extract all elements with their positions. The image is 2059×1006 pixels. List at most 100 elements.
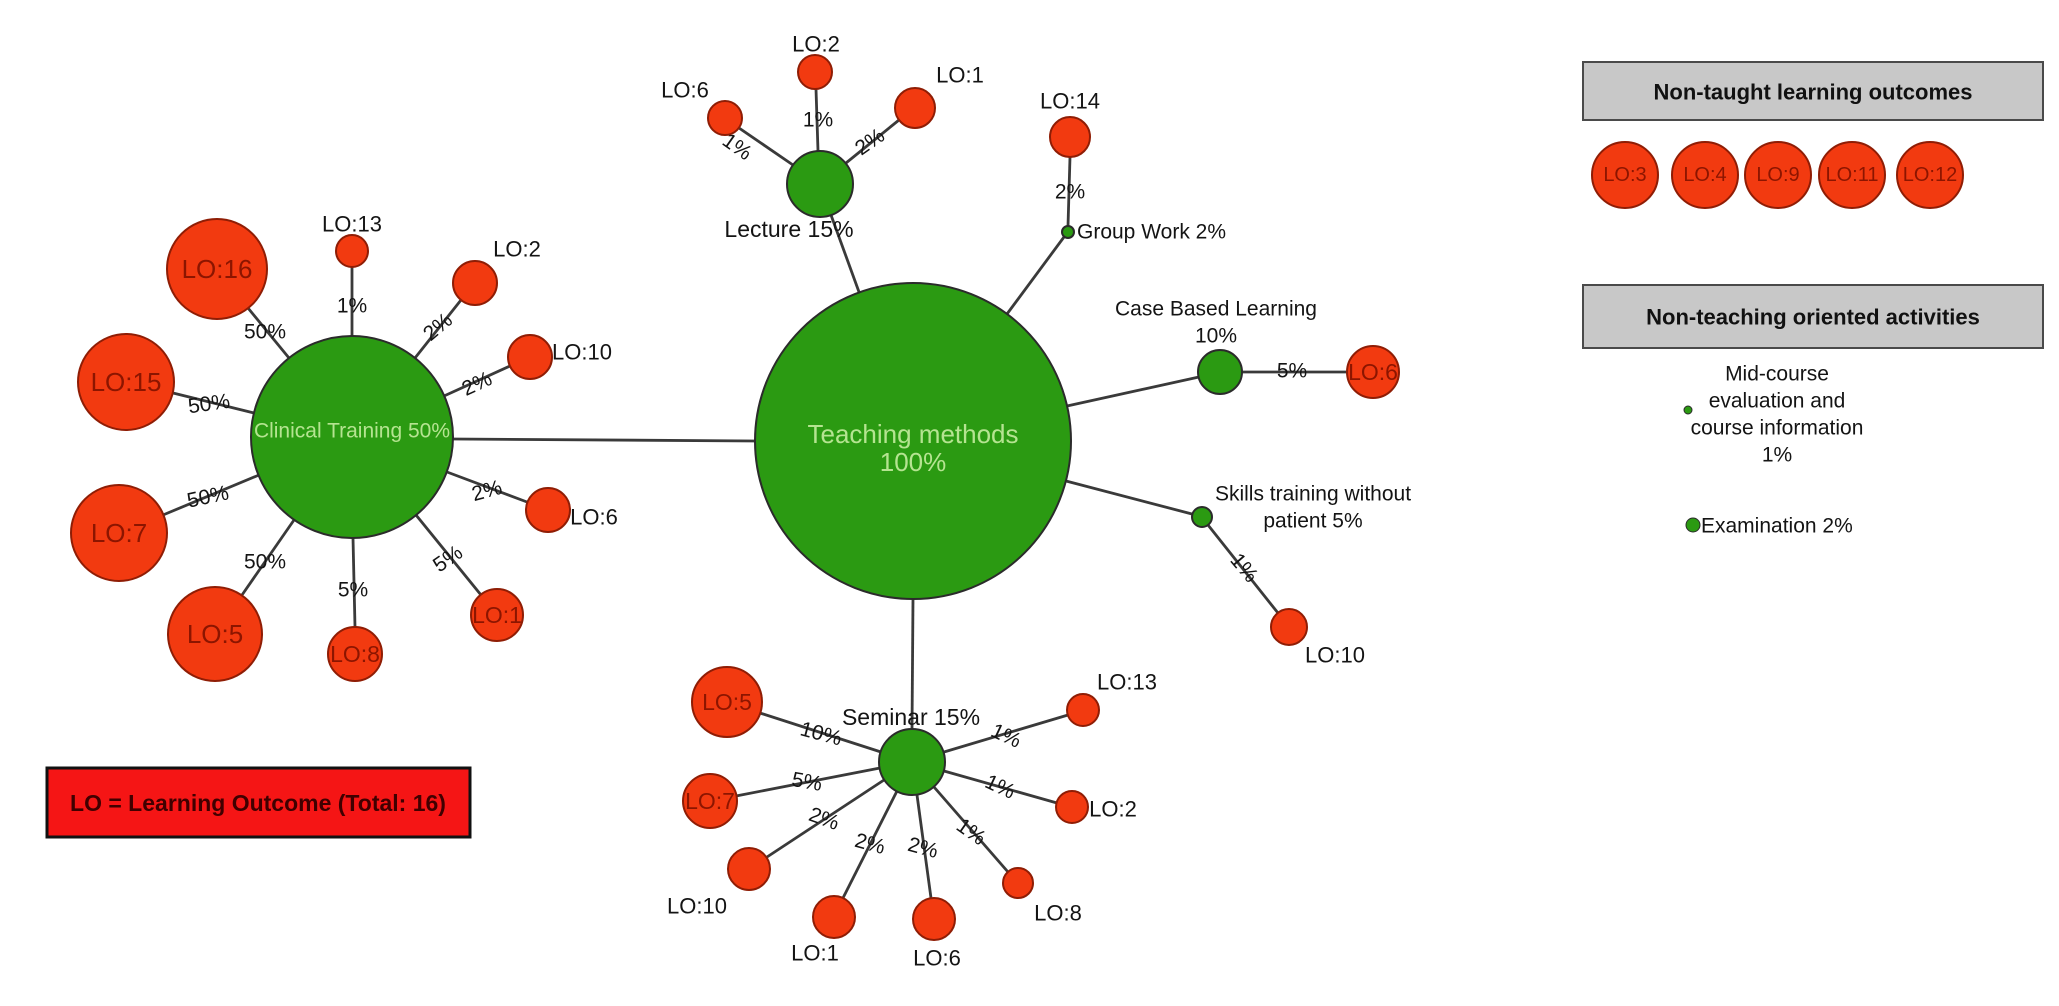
lecture-lo1-node-label: LO:1 [936, 63, 984, 88]
lecture-lo2-node-label: LO:2 [792, 32, 840, 57]
clinical-lo1-node-label: LO:1 [472, 602, 522, 628]
lecture-hub [786, 150, 854, 218]
edge-label-clinical-lo8: 5% [338, 579, 368, 602]
lecture-lo6-node-label: LO:6 [661, 78, 709, 103]
edge-clinical-lo10 [443, 364, 511, 398]
edge-label-groupwork-lo14: 2% [1055, 181, 1085, 204]
clinical-lo7-node [70, 484, 168, 582]
group-work-node [1061, 225, 1075, 239]
seminar-lo7-node [682, 773, 738, 829]
clinical-lo10-node-label: LO:10 [552, 340, 612, 365]
non-taught-lo-circle-4 [1818, 141, 1886, 209]
edge-seminar-lo1 [841, 790, 899, 899]
edge-label-clinical-lo5: 50% [244, 551, 286, 574]
seminar-lo7-node-label: LO:7 [685, 788, 735, 814]
edge-seminar-lo5 [759, 711, 882, 754]
seminar-lo6-node-label: LO:6 [913, 946, 961, 971]
non-taught-lo-label-4: LO:11 [1826, 164, 1879, 186]
edge-seminar-lo7 [735, 766, 881, 798]
mid-course-evaluation-label-line2: evaluation and [1709, 390, 1846, 413]
lecture-lo2-node [797, 54, 833, 90]
groupwork-lo14-node-label: LO:14 [1040, 89, 1100, 114]
non-taught-lo-circle-5 [1896, 141, 1964, 209]
clinical-lo1-node [470, 588, 524, 642]
skills-lo10-node-label: LO:10 [1305, 643, 1365, 668]
groupwork-lo14-node [1049, 116, 1091, 158]
clinical-lo15-node-label: LO:15 [91, 367, 162, 397]
edge-clinical-lo8 [351, 537, 357, 628]
case-based-learning-hub-label-line2: 10% [1195, 325, 1237, 348]
lecture-lo1-node [894, 87, 936, 129]
seminar-lo8-node-label: LO:8 [1034, 901, 1082, 926]
teaching-methods-hub-label-line1: Teaching methods [807, 419, 1018, 449]
edge-lecture-lo6 [738, 126, 794, 167]
clinical-lo8-node-label: LO:8 [330, 641, 380, 667]
skills-training-hub-label-line1: Skills training without [1215, 483, 1411, 506]
edge-skills-lo10 [1206, 524, 1280, 614]
seminar-lo2-node [1055, 790, 1089, 824]
examination-label-line1: Examination 2% [1701, 515, 1853, 538]
non-taught-legend-title: Non-taught learning outcomes [1654, 80, 1973, 105]
edge-seminar-lo8 [932, 786, 1010, 873]
clinical-training-hub-label: Clinical Training 50% [254, 420, 450, 443]
non-taught-lo-label-3: LO:9 [1756, 164, 1799, 186]
non-taught-legend-box [1582, 61, 2044, 121]
mid-course-evaluation-dot [1683, 405, 1693, 415]
edge-label-clinical-lo16: 50% [244, 321, 286, 344]
edge-seminar-lo2 [943, 769, 1058, 805]
clinical-lo13-node [335, 234, 369, 268]
non-taught-lo-circle-3 [1744, 141, 1812, 209]
clinical-lo5-node-label: LO:5 [187, 619, 243, 649]
non-taught-lo-circle-1 [1591, 141, 1659, 209]
edge-seminar-lo10 [766, 778, 885, 859]
edge-clinical-lo15 [172, 391, 255, 415]
edge-teaching-lecture [829, 214, 861, 293]
clinical-lo2-node-label: LO:2 [493, 237, 541, 262]
case-based-learning-hub-label-line1: Case Based Learning [1115, 298, 1317, 321]
edge-label-clinical-lo15: 50% [187, 390, 232, 419]
seminar-lo13-node-label: LO:13 [1097, 670, 1157, 695]
edge-seminar-lo6 [915, 794, 933, 899]
seminar-lo8-node [1002, 867, 1034, 899]
edge-label-clinical-lo13: 1% [337, 295, 367, 318]
seminar-lo5-node-label: LO:5 [702, 689, 752, 715]
seminar-lo2-node-label: LO:2 [1089, 797, 1137, 822]
edge-teaching-groupwork [1005, 236, 1066, 315]
seminar-lo13-node [1066, 693, 1100, 727]
mid-course-evaluation-label-line3: course information [1691, 417, 1864, 440]
seminar-lo1-node-label: LO:1 [791, 941, 839, 966]
skills-training-hub-label-line2: patient 5% [1263, 510, 1362, 533]
edge-teaching-clinical [452, 437, 756, 443]
clinical-lo10-node [507, 334, 553, 380]
edge-lecture-lo1 [845, 118, 900, 165]
teaching-methods-hub [754, 282, 1072, 600]
cbl-lo6-node [1346, 345, 1400, 399]
edge-clinical-lo1 [414, 514, 483, 596]
clinical-training-hub [250, 335, 454, 539]
edge-label-seminar-lo5: 10% [798, 717, 845, 750]
edge-label-seminar-lo10: 2% [806, 803, 842, 835]
edge-label-seminar-lo7: 5% [790, 768, 824, 796]
edge-clinical-lo5 [240, 519, 296, 596]
edge-clinical-lo7 [162, 473, 260, 517]
edge-label-lecture-lo2: 1% [803, 109, 833, 132]
non-teaching-legend-title: Non-teaching oriented activities [1646, 305, 1980, 330]
edge-lecture-lo2 [814, 88, 820, 152]
clinical-lo2-node [452, 260, 498, 306]
clinical-lo16-node [166, 218, 268, 320]
clinical-lo5-node [167, 586, 263, 682]
non-taught-lo-label-1: LO:3 [1603, 164, 1646, 186]
mid-course-evaluation-label-line4: 1% [1762, 444, 1792, 467]
edge-seminar-lo13 [943, 713, 1069, 754]
edge-groupwork-lo14 [1066, 156, 1072, 227]
edge-label-cbl-lo6: 5% [1277, 360, 1307, 383]
case-based-learning-hub [1197, 349, 1243, 395]
non-taught-lo-label-2: LO:4 [1683, 164, 1726, 186]
group-work-node-label: Group Work 2% [1077, 221, 1226, 244]
non-taught-lo-circle-2 [1671, 141, 1739, 209]
edge-clinical-lo6 [446, 470, 528, 504]
seminar-lo10-node [727, 847, 771, 891]
edge-label-seminar-lo13: 1% [987, 719, 1024, 753]
